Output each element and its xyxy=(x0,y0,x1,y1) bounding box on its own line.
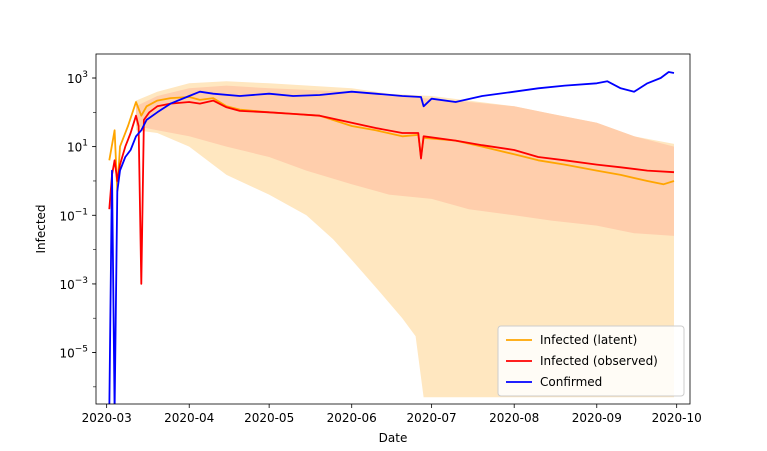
x-tick-label: 2020-03 xyxy=(82,411,132,425)
series-line-infected-observed xyxy=(108,99,675,285)
x-tick-label: 2020-06 xyxy=(327,411,377,425)
x-tick-label: 2020-09 xyxy=(572,411,622,425)
y-tick-label: 10−3 xyxy=(59,276,88,292)
legend-entry-label: Infected (latent) xyxy=(540,333,637,347)
y-tick-label: 10−1 xyxy=(59,207,88,223)
series-lines xyxy=(108,71,675,404)
x-tick-label: 2020-04 xyxy=(164,411,214,425)
x-axis-ticks: 2020-03 2020-04 2020-05 2020-06 2020-07 2020-… xyxy=(82,404,702,425)
legend-box xyxy=(497,325,685,397)
y-tick-label: 101 xyxy=(67,139,88,155)
legend-entry-label: Confirmed xyxy=(540,375,602,389)
y-tick-label: 103 xyxy=(67,70,88,86)
x-tick-label: 2020-05 xyxy=(244,411,294,425)
series-line-confirmed xyxy=(108,71,675,404)
plot-frame xyxy=(95,53,691,405)
y-tick-label: 10−5 xyxy=(59,345,88,361)
x-tick-label: 2020-08 xyxy=(489,411,539,425)
band-infected-observed xyxy=(136,85,674,236)
y-axis-label: Infected xyxy=(34,204,48,253)
legend: Infected (latent) Infected (observed) Conf… xyxy=(497,325,685,397)
y-axis-ticks: 10−5 10−3 10−1 101 103 xyxy=(59,70,96,388)
x-axis-label: Date xyxy=(379,431,408,445)
x-tick-label: 2020-10 xyxy=(652,411,702,425)
x-tick-label: 2020-07 xyxy=(407,411,457,425)
legend-entry-label: Infected (observed) xyxy=(540,354,658,368)
